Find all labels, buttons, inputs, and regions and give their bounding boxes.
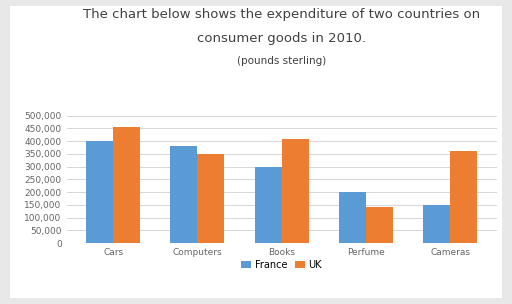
Bar [113, 127, 140, 243]
Legend: France, UK: France, UK [237, 256, 326, 274]
Bar [450, 151, 477, 243]
Text: consumer goods in 2010.: consumer goods in 2010. [197, 32, 366, 45]
Text: The chart below shows the expenditure of two countries on: The chart below shows the expenditure of… [83, 8, 480, 21]
Bar [366, 207, 393, 243]
Bar [282, 139, 309, 243]
Bar [170, 146, 197, 243]
Bar [86, 141, 113, 243]
Bar [254, 167, 282, 243]
Text: (pounds sterling): (pounds sterling) [237, 56, 326, 66]
Bar [423, 205, 450, 243]
Bar [339, 192, 366, 243]
Bar [197, 154, 224, 243]
